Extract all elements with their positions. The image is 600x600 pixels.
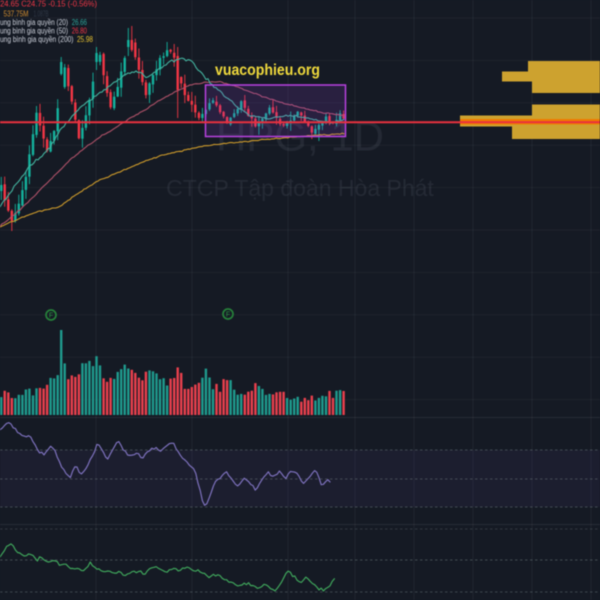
svg-text:24.65 C24.75 -0.15 (-0.56%): 24.65 C24.75 -0.15 (-0.56%) — [0, 0, 97, 9]
svg-text:ung bình gia quyền (200): ung bình gia quyền (200) — [0, 35, 74, 44]
svg-text:25.98: 25.98 — [77, 35, 93, 44]
svg-text:F: F — [49, 313, 53, 320]
svg-text:vuacophieu.org: vuacophieu.org — [215, 62, 320, 79]
svg-text:F: F — [226, 312, 230, 319]
svg-text:ung bình gia quyền (50): ung bình gia quyền (50) — [0, 27, 68, 36]
svg-text:26.66: 26.66 — [72, 18, 88, 27]
svg-text:ung bình gia quyền (20): ung bình gia quyền (20) — [0, 18, 68, 27]
svg-text:1.087B: 1.087B — [34, 10, 49, 19]
svg-text:CTCP Tập đoàn Hòa Phát: CTCP Tập đoàn Hòa Phát — [166, 175, 434, 201]
svg-text:537.75M: 537.75M — [4, 10, 29, 19]
svg-text:26.80: 26.80 — [72, 27, 88, 36]
